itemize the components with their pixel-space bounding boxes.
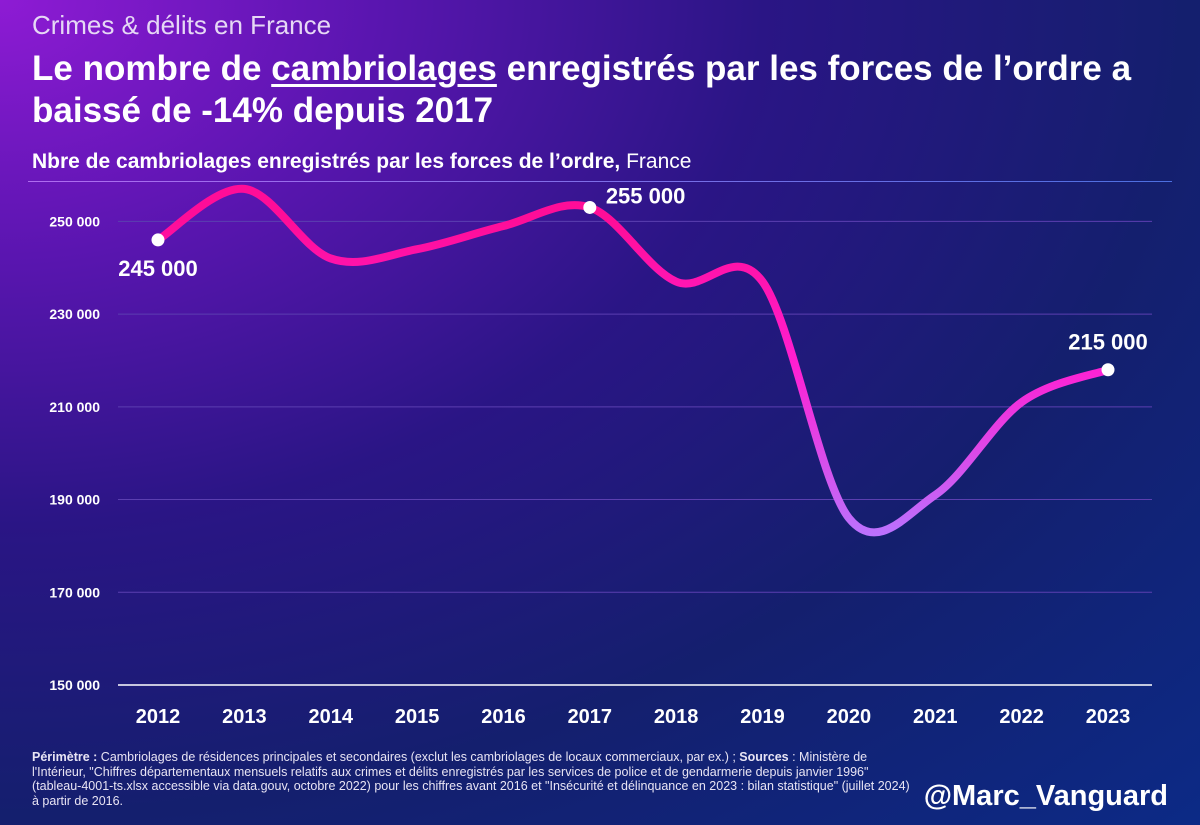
subtitle-regular: France: [620, 150, 692, 173]
x-tick-label: 2015: [395, 706, 440, 728]
y-tick-label: 250 000: [49, 213, 100, 229]
headline-pre: Le nombre de: [32, 49, 272, 88]
y-tick-label: 210 000: [49, 399, 100, 415]
sources-text: : Ministère de l'Intérieur, "Chiffres dé…: [32, 750, 910, 808]
x-tick-label: 2013: [222, 706, 267, 728]
sources-label: Sources: [739, 750, 789, 764]
y-tick-label: 170 000: [49, 584, 100, 600]
x-tick-label: 2016: [481, 706, 526, 728]
y-tick-label: 190 000: [49, 492, 100, 508]
series-layer: [154, 184, 1112, 537]
annotated-point: [1101, 363, 1115, 377]
grid-layer: [118, 220, 1152, 686]
x-tick-label: 2012: [136, 706, 181, 728]
headline: Le nombre de cambriolages enregistrés pa…: [32, 48, 1182, 132]
author-handle: @Marc_Vanguard: [923, 780, 1168, 812]
x-tick-label: 2021: [913, 706, 958, 728]
y-tick-label: 150 000: [49, 677, 100, 693]
subtitle-bold: Nbre de cambriolages enregistrés par les…: [32, 150, 621, 173]
x-tick-label: 2023: [1086, 706, 1131, 728]
headline-post: enregistrés par les forces de l’ordre a …: [32, 49, 1132, 130]
x-tick-label: 2022: [999, 706, 1044, 728]
perimetre-text: Cambriolages de résidences principales e…: [97, 750, 740, 764]
annotated-point: [151, 233, 165, 247]
perimetre-label: Périmètre :: [32, 750, 98, 764]
x-tick-label: 2020: [827, 706, 872, 728]
x-tick-label: 2019: [740, 706, 785, 728]
y-axis-ticks: 150 000 170 000 190 000 210 000 230 000 250 0…: [49, 213, 100, 693]
x-tick-label: 2018: [654, 706, 699, 728]
data-label: 255 000: [606, 183, 686, 208]
x-tick-label: 2014: [308, 706, 353, 728]
x-axis-ticks: 2012 2013 2014 2015 2016 2017 2018 2019 2020 2021…: [136, 706, 1131, 728]
annotation-layer: 245 000 255 000 215 000: [118, 183, 1148, 377]
data-label: 245 000: [118, 256, 198, 281]
chart-subtitle: Nbre de cambriolages enregistrés par les…: [32, 150, 691, 174]
header-divider: [28, 181, 1172, 182]
annotated-point: [583, 200, 597, 214]
y-tick-label: 230 000: [49, 306, 100, 322]
series-line: [154, 184, 1112, 537]
headline-highlight: cambriolages: [271, 49, 497, 88]
kicker-title: Crimes & délits en France: [32, 10, 332, 40]
data-label: 215 000: [1068, 330, 1148, 355]
footnote: Périmètre : Cambriolages de résidences p…: [32, 750, 912, 808]
x-tick-label: 2017: [568, 706, 613, 728]
